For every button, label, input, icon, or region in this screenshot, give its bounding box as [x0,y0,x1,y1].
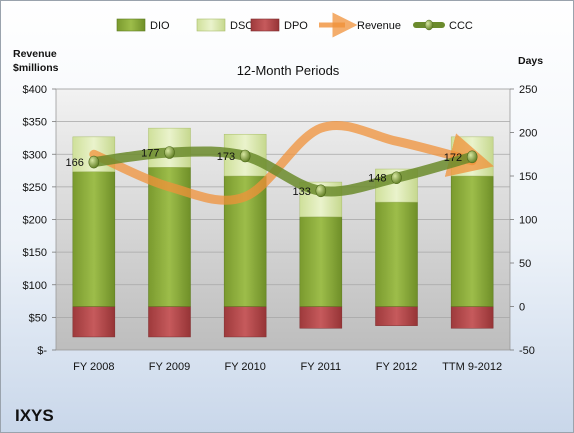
ccc-point [466,150,478,164]
dpo-bar [299,306,343,329]
right-axis-label: Days [518,55,543,67]
right-tick-label: 250 [519,84,537,96]
right-tick-label: 150 [519,171,537,183]
legend-swatch [250,18,280,32]
left-tick-label: $250 [23,182,47,194]
legend-label: CCC [449,20,473,32]
dpo-bar [223,306,267,338]
right-tick-label: -50 [519,345,535,357]
left-axis-label-line2: $millions [13,62,59,74]
left-tick-label: $150 [23,247,47,259]
x-tick-label: FY 2011 [301,361,342,373]
legend-swatch [116,18,146,32]
left-tick-label: $200 [23,215,47,227]
right-tick-label: 0 [519,302,525,314]
left-tick-label: $- [37,345,47,357]
dpo-bar [72,306,116,338]
legend-swatch [196,18,226,32]
lines: 166 177 173 133 148 172 [65,120,494,205]
dpo-bar [375,306,418,326]
dio-bar [72,171,116,307]
ccc-point [88,155,100,169]
ccc-point [239,149,251,163]
legend: DIO DSO DPO Revenue CCC [116,12,473,38]
left-tick-label: $100 [23,280,47,292]
legend-label: Revenue [357,20,401,32]
ccc-data-label: 148 [368,173,386,185]
ccc-point [391,171,402,185]
revenue-line [89,120,494,205]
legend-label: DIO [150,20,170,32]
ccc-data-label: 133 [292,186,310,198]
legend-label: DSO [230,20,254,32]
dio-bar [450,175,494,307]
left-tick-label: $50 [29,312,47,324]
ccc-data-label: 166 [65,157,83,169]
x-tick-label: FY 2012 [376,361,417,373]
dpo-bar [148,306,191,338]
ccc-line [88,146,478,197]
x-tick-label: FY 2008 [73,361,114,373]
dio-bar [375,201,418,307]
left-tick-label: $300 [23,149,47,161]
chart-title: 12-Month Periods [237,63,340,78]
axes: $- $50 $100 $150 $200 $250 $300 $350 $400 -50 0 50 1… [23,84,538,373]
x-tick-label: FY 2009 [149,361,190,373]
legend-swatch-dot [424,19,434,31]
x-tick-label: FY 2010 [224,361,265,373]
ccc-point [164,146,175,159]
left-tick-label: $350 [23,117,47,129]
x-tick-label: TTM 9-2012 [442,361,502,373]
company-name: IXYS [15,406,54,425]
ccc-data-label: 177 [141,148,159,160]
right-tick-label: 100 [519,215,537,227]
left-tick-label: $400 [23,84,47,96]
right-tick-label: 200 [519,128,537,140]
right-tick-label: 50 [519,258,531,270]
left-axis-label-line1: Revenue [13,48,57,60]
ccc-data-label: 173 [217,151,235,163]
legend-label: DPO [284,20,308,32]
ccc-point [315,184,327,198]
ccc-data-label: 172 [444,152,462,164]
dpo-bar [450,306,494,329]
dio-bar [299,216,343,307]
